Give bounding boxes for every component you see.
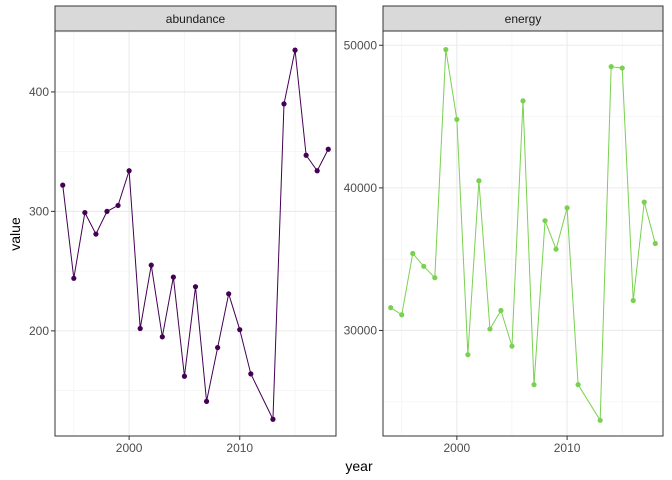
data-point (93, 231, 99, 237)
data-point (237, 327, 243, 333)
chart-panels: abundance 2000 2010 200 300 400 energy 2000 2010… (29, 5, 664, 455)
data-point (181, 373, 188, 379)
panel-border (382, 30, 664, 437)
data-point (60, 182, 66, 188)
data-point (248, 371, 254, 377)
data-point (159, 334, 165, 340)
data-point (192, 284, 199, 290)
data-point (170, 274, 176, 280)
data-point (226, 291, 232, 297)
data-point (454, 116, 460, 123)
data-point (597, 417, 603, 423)
panel-abundance: abundance 2000 2010 200 300 400 (29, 5, 337, 455)
data-point (215, 344, 221, 351)
data-point (432, 275, 438, 281)
x-axis-title: year (345, 458, 373, 474)
data-point (652, 240, 658, 247)
y-tick-label: 200 (29, 324, 49, 338)
data-point (641, 199, 647, 205)
data-point (520, 98, 526, 104)
facet-strip-label: energy (505, 12, 542, 26)
data-point (498, 307, 504, 314)
y-tick-label: 30000 (344, 323, 378, 337)
data-point (203, 398, 210, 404)
facet-strip (382, 5, 664, 32)
data-point (303, 152, 309, 158)
y-axis-title: value (7, 217, 23, 251)
data-point (314, 168, 320, 174)
data-point (137, 325, 143, 332)
x-tick-label: 2000 (444, 441, 471, 455)
data-point (104, 208, 110, 214)
y-tick-label: 50000 (344, 38, 378, 52)
data-point (82, 209, 88, 216)
data-point (71, 275, 77, 281)
data-point (126, 168, 132, 174)
data-point (564, 205, 570, 211)
series-line (62, 50, 329, 420)
data-point (608, 64, 614, 70)
data-point (553, 246, 559, 252)
data-point (270, 416, 276, 422)
data-point (531, 382, 537, 388)
data-point (542, 218, 548, 224)
data-point (148, 262, 154, 268)
x-tick-label: 2010 (226, 441, 253, 455)
panel-energy: energy 2000 2010 30000 40000 50000 (344, 5, 664, 455)
panel-background (55, 31, 336, 436)
data-point (509, 343, 515, 349)
data-point (115, 202, 121, 209)
y-tick-label: 40000 (344, 181, 378, 195)
data-point (619, 65, 625, 71)
data-point (476, 178, 482, 184)
data-point (399, 312, 405, 318)
data-point (281, 101, 287, 107)
facet-strip-label: abundance (166, 12, 226, 26)
data-point (421, 263, 427, 269)
data-point (388, 305, 394, 311)
data-point (465, 352, 471, 358)
y-tick-label: 400 (29, 85, 49, 99)
data-point (292, 47, 298, 53)
data-point (630, 297, 636, 304)
data-point (575, 382, 581, 388)
x-tick-label: 2010 (554, 441, 581, 455)
data-point (443, 46, 449, 53)
data-point (325, 146, 331, 152)
x-tick-label: 2000 (116, 441, 143, 455)
panel-background (383, 31, 663, 436)
panel-border (54, 30, 337, 437)
data-point (410, 250, 416, 257)
data-point (487, 326, 493, 332)
facet-strip (54, 5, 337, 32)
y-tick-label: 300 (29, 204, 49, 218)
